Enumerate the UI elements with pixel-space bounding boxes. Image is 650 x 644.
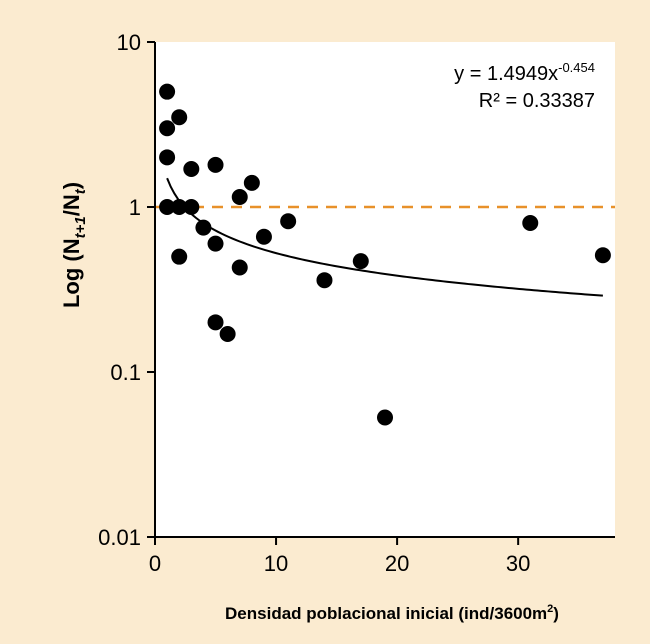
data-point [594, 247, 611, 264]
x-tick-label: 10 [264, 551, 288, 576]
plot-area [155, 42, 615, 537]
data-point [171, 248, 188, 265]
data-point [255, 228, 272, 245]
data-point [159, 83, 176, 100]
data-point [231, 188, 248, 205]
trendline [166, 177, 603, 297]
data-point [183, 199, 200, 215]
data-point [183, 160, 200, 177]
data-point [159, 149, 176, 166]
data-point [207, 156, 224, 173]
x-tick-label: 30 [506, 551, 530, 576]
data-point [195, 219, 212, 236]
x-axis-ticks: 0 10 20 30 [149, 537, 530, 576]
x-tick-label: 0 [149, 551, 161, 576]
trendline-r2: R² = 0.33387 [479, 90, 595, 112]
data-point [207, 314, 224, 331]
data-point [522, 214, 539, 231]
y-tick-label: 10 [117, 30, 141, 55]
y-tick-label: 0.01 [98, 525, 141, 550]
y-axis-ticks: 0.01 0.1 1 10 [98, 30, 155, 550]
trendline-equation: y = 1.4949x-0.454 [454, 60, 595, 85]
y-tick-label: 1 [129, 195, 141, 220]
data-point [316, 272, 333, 289]
points-layer [159, 83, 611, 426]
equation-base: y = 1.4949x [454, 63, 558, 85]
y-tick-label: 0.1 [110, 360, 141, 385]
data-point [171, 109, 188, 126]
y-axis-label: Log (Nt+1/Nt) [59, 182, 89, 308]
data-point [231, 259, 248, 276]
data-point [159, 120, 176, 137]
data-point [171, 199, 188, 215]
trendline-layer [166, 177, 603, 297]
data-point [207, 235, 224, 252]
data-point [219, 325, 236, 342]
x-axis-label: Densidad poblacional inicial (ind/3600m2… [225, 603, 559, 623]
data-point [159, 199, 176, 215]
equation-exponent: -0.454 [558, 60, 595, 75]
data-point [377, 409, 393, 426]
x-tick-label: 20 [385, 551, 409, 576]
data-point [243, 174, 260, 191]
data-point [352, 253, 369, 270]
data-point [280, 213, 297, 230]
